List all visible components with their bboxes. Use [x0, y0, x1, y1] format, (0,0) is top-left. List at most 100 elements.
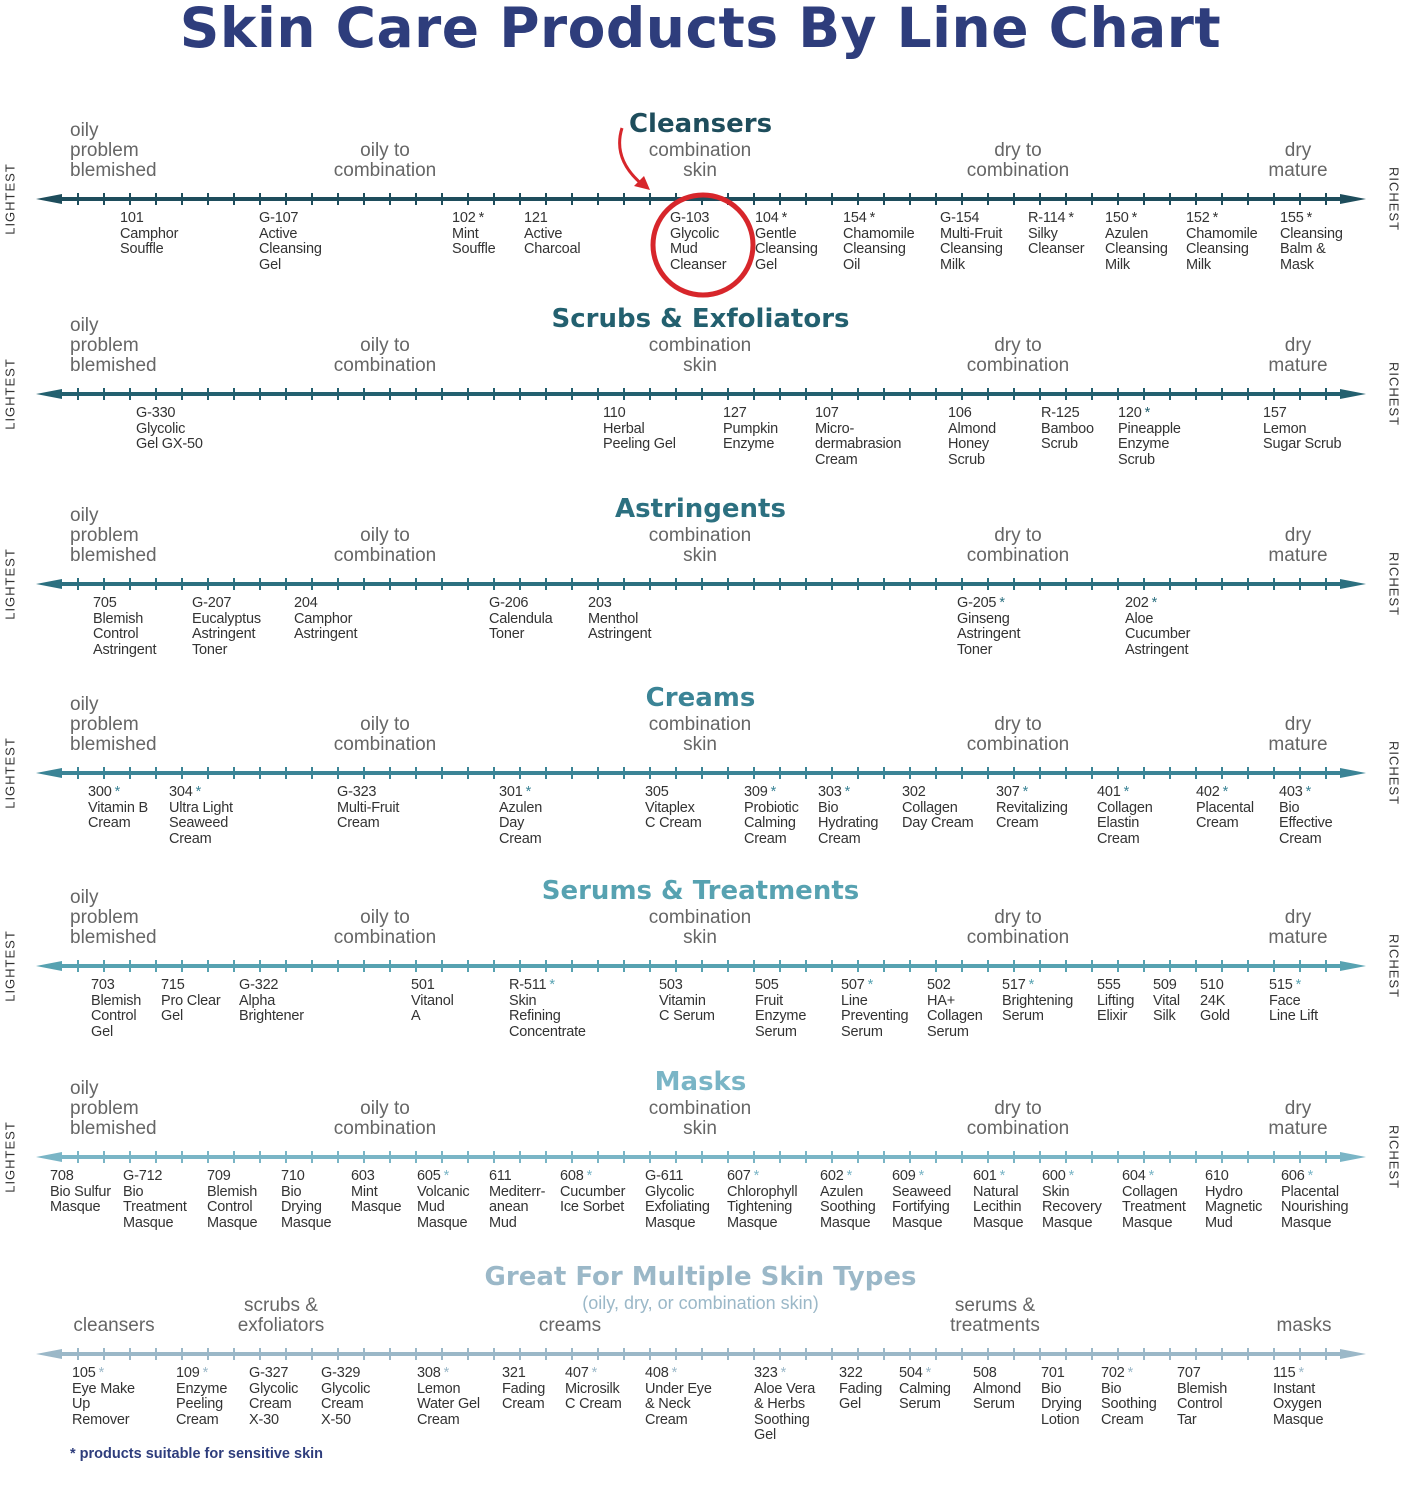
- arrow-left-icon: [36, 768, 62, 778]
- product-name: Multi-Fruit Cream: [337, 799, 400, 832]
- product-code-text: 604: [1122, 1168, 1146, 1184]
- product-code-text: 710: [281, 1168, 305, 1184]
- product-name: Ginseng Astringent Toner: [957, 610, 1021, 658]
- product-name: Bio Drying Masque: [281, 1183, 332, 1231]
- product-code: 611: [489, 1168, 545, 1185]
- product-code: 401 *: [1097, 784, 1153, 801]
- product-code: 323 *: [754, 1365, 815, 1382]
- product-code: 508: [973, 1365, 1021, 1382]
- product-item: 155 * Cleansing Balm & Mask: [1280, 210, 1343, 273]
- product-item: 104 * Gentle Cleansing Gel: [755, 210, 818, 273]
- product-code: 517 *: [1002, 977, 1073, 994]
- product-name: Face Line Lift: [1269, 992, 1318, 1025]
- product-item: 115 * Instant Oxygen Masque: [1273, 1365, 1324, 1428]
- product-code: 300 *: [88, 784, 148, 801]
- product-name: Vitamin B Cream: [88, 799, 148, 832]
- product-code: 504 *: [899, 1365, 951, 1382]
- product-item: 301 * Azulen Day Cream: [499, 784, 542, 847]
- skin-type-label: dry mature: [1268, 1098, 1328, 1139]
- product-item: G-712 Bio Treatment Masque: [123, 1168, 187, 1231]
- product-code-text: 105: [72, 1365, 96, 1381]
- sensitive-asterisk: *: [1148, 1168, 1155, 1184]
- product-code-text: 707: [1177, 1365, 1201, 1381]
- product-code-text: 152: [1186, 210, 1210, 226]
- product-code-text: 507: [841, 977, 865, 993]
- product-item: G-207 Eucalyptus Astringent Toner: [192, 595, 261, 658]
- sensitive-asterisk: *: [1144, 405, 1151, 421]
- product-item: 705 Blemish Control Astringent: [93, 595, 156, 658]
- section-title: Serums & Treatments: [541, 876, 860, 906]
- skin-type-label: combination skin: [648, 714, 752, 755]
- product-code-text: G-330: [136, 405, 176, 421]
- product-name: Almond Serum: [973, 1380, 1021, 1413]
- product-code-text: 401: [1097, 784, 1121, 800]
- product-code: 301 *: [499, 784, 542, 801]
- product-item: 102 * Mint Souffle: [452, 210, 496, 258]
- product-item: 203 Menthol Astringent: [588, 595, 651, 643]
- product-name: Azulen Cleansing Milk: [1105, 225, 1168, 273]
- product-name: Herbal Peeling Gel: [603, 420, 676, 453]
- skin-type-label: serums & treatments: [950, 1295, 1040, 1336]
- product-code: 503: [659, 977, 715, 994]
- product-item: 606 * Placental Nourishing Masque: [1281, 1168, 1349, 1231]
- product-code: 715: [161, 977, 220, 994]
- product-name: Aloe Vera & Herbs Soothing Gel: [754, 1380, 816, 1444]
- sensitive-asterisk: *: [846, 1168, 853, 1184]
- product-name: Hydro Magnetic Mud: [1205, 1183, 1263, 1231]
- product-item: G-323 Multi-Fruit Cream: [337, 784, 400, 832]
- section-title: Creams: [645, 683, 756, 713]
- product-name: Bio Treatment Masque: [123, 1183, 187, 1231]
- skin-type-label: oily problem blemished: [70, 694, 157, 755]
- product-item: 602 * Azulen Soothing Masque: [820, 1168, 876, 1231]
- product-name: Calming Serum: [899, 1380, 951, 1413]
- product-code-text: 157: [1263, 405, 1287, 421]
- section-title: Astringents: [615, 494, 786, 524]
- product-code-text: 155: [1280, 210, 1304, 226]
- product-code: 709: [207, 1168, 257, 1185]
- product-code: 203: [588, 595, 651, 612]
- product-name: Chamomile Cleansing Oil: [843, 225, 915, 273]
- product-name: Mint Masque: [351, 1183, 402, 1216]
- product-name: Instant Oxygen Masque: [1273, 1380, 1324, 1428]
- arrow-left-icon: [36, 194, 62, 204]
- product-item: G-611 Glycolic Exfoliating Masque: [645, 1168, 710, 1231]
- lightest-label: LIGHTEST: [2, 930, 18, 1002]
- product-name: Pineapple Enzyme Scrub: [1118, 420, 1181, 468]
- product-item: 610 Hydro Magnetic Mud: [1205, 1168, 1263, 1231]
- product-code: 307 *: [996, 784, 1068, 801]
- product-code-text: 304: [169, 784, 193, 800]
- product-item: G-330 Glycolic Gel GX-50: [136, 405, 203, 453]
- product-name: Blemish Control Tar: [1177, 1380, 1228, 1428]
- product-code: 609 *: [892, 1168, 951, 1185]
- product-name: Vitaplex C Cream: [645, 799, 702, 832]
- product-code: 106: [948, 405, 996, 422]
- sensitive-asterisk: *: [114, 784, 121, 800]
- product-name: Cucumber Ice Sorbet: [560, 1183, 626, 1216]
- product-name: Mint Souffle: [452, 225, 496, 258]
- product-code-text: 407: [565, 1365, 589, 1381]
- product-name: Azulen Soothing Masque: [820, 1183, 876, 1231]
- product-code: 155 *: [1280, 210, 1343, 227]
- sensitive-asterisk: *: [586, 1168, 593, 1184]
- product-name: Vitamin C Serum: [659, 992, 715, 1025]
- product-name: Mediterr- anean Mud: [489, 1183, 546, 1231]
- skin-type-label: cleansers: [73, 1315, 155, 1336]
- product-name: Glycolic Exfoliating Masque: [645, 1183, 710, 1231]
- product-code-text: 102: [452, 210, 476, 226]
- sensitive-asterisk: *: [1028, 977, 1035, 993]
- product-item: 110 Herbal Peeling Gel: [603, 405, 676, 453]
- arrow-right-icon: [1340, 961, 1366, 971]
- product-code: G-206: [489, 595, 553, 612]
- skin-type-label: dry to combination: [966, 1098, 1070, 1139]
- axis-line: [36, 193, 1366, 205]
- product-code-text: R-125: [1041, 405, 1080, 421]
- section-title: Masks: [654, 1067, 747, 1097]
- sensitive-asterisk: *: [1222, 784, 1229, 800]
- arrow-left-icon: [36, 961, 62, 971]
- product-code-text: 308: [417, 1365, 441, 1381]
- product-code-text: 204: [294, 595, 318, 611]
- product-code: 608 *: [560, 1168, 625, 1185]
- product-code-text: G-329: [321, 1365, 361, 1381]
- product-name: Fading Gel: [839, 1380, 883, 1413]
- product-code-text: 702: [1101, 1365, 1125, 1381]
